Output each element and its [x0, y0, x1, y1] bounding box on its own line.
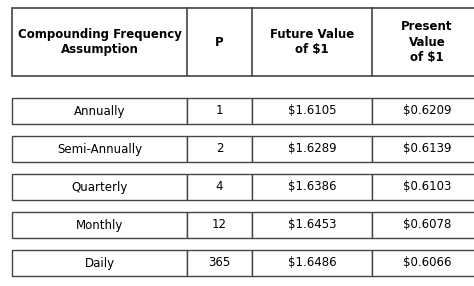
Bar — [252, 98, 372, 124]
Text: Future Value
of $1: Future Value of $1 — [270, 28, 354, 56]
Bar — [12, 250, 187, 276]
Text: Present
Value
of $1: Present Value of $1 — [401, 21, 453, 63]
Bar — [12, 174, 187, 200]
Text: $1.6105: $1.6105 — [288, 104, 336, 118]
Text: Daily: Daily — [84, 257, 115, 269]
Bar — [372, 136, 474, 162]
Bar — [372, 98, 474, 124]
Text: Quarterly: Quarterly — [71, 180, 128, 194]
Bar — [12, 8, 474, 76]
Text: $1.6289: $1.6289 — [288, 142, 337, 156]
Text: P: P — [215, 35, 224, 49]
Bar — [252, 174, 372, 200]
Text: Semi-Annually: Semi-Annually — [57, 142, 142, 156]
Text: 12: 12 — [212, 219, 227, 231]
Text: Annually: Annually — [74, 104, 125, 118]
Text: $0.6066: $0.6066 — [403, 257, 451, 269]
Bar — [372, 174, 474, 200]
Text: $0.6103: $0.6103 — [403, 180, 451, 194]
Text: $0.6139: $0.6139 — [403, 142, 451, 156]
Text: 4: 4 — [216, 180, 223, 194]
Bar — [187, 250, 252, 276]
Text: $0.6209: $0.6209 — [403, 104, 451, 118]
Bar — [252, 250, 372, 276]
Bar — [187, 98, 252, 124]
Bar — [187, 136, 252, 162]
Text: 365: 365 — [209, 257, 231, 269]
Text: Compounding Frequency
Assumption: Compounding Frequency Assumption — [18, 28, 182, 56]
Text: 2: 2 — [216, 142, 223, 156]
Bar — [12, 98, 187, 124]
Bar — [187, 174, 252, 200]
Text: $1.6453: $1.6453 — [288, 219, 336, 231]
Text: Monthly: Monthly — [76, 219, 123, 231]
Text: $1.6386: $1.6386 — [288, 180, 336, 194]
Bar — [372, 212, 474, 238]
Bar — [252, 136, 372, 162]
Bar — [372, 250, 474, 276]
Bar — [252, 212, 372, 238]
Text: 1: 1 — [216, 104, 223, 118]
Bar — [187, 212, 252, 238]
Bar — [12, 136, 187, 162]
Text: $1.6486: $1.6486 — [288, 257, 337, 269]
Bar — [12, 212, 187, 238]
Text: $0.6078: $0.6078 — [403, 219, 451, 231]
